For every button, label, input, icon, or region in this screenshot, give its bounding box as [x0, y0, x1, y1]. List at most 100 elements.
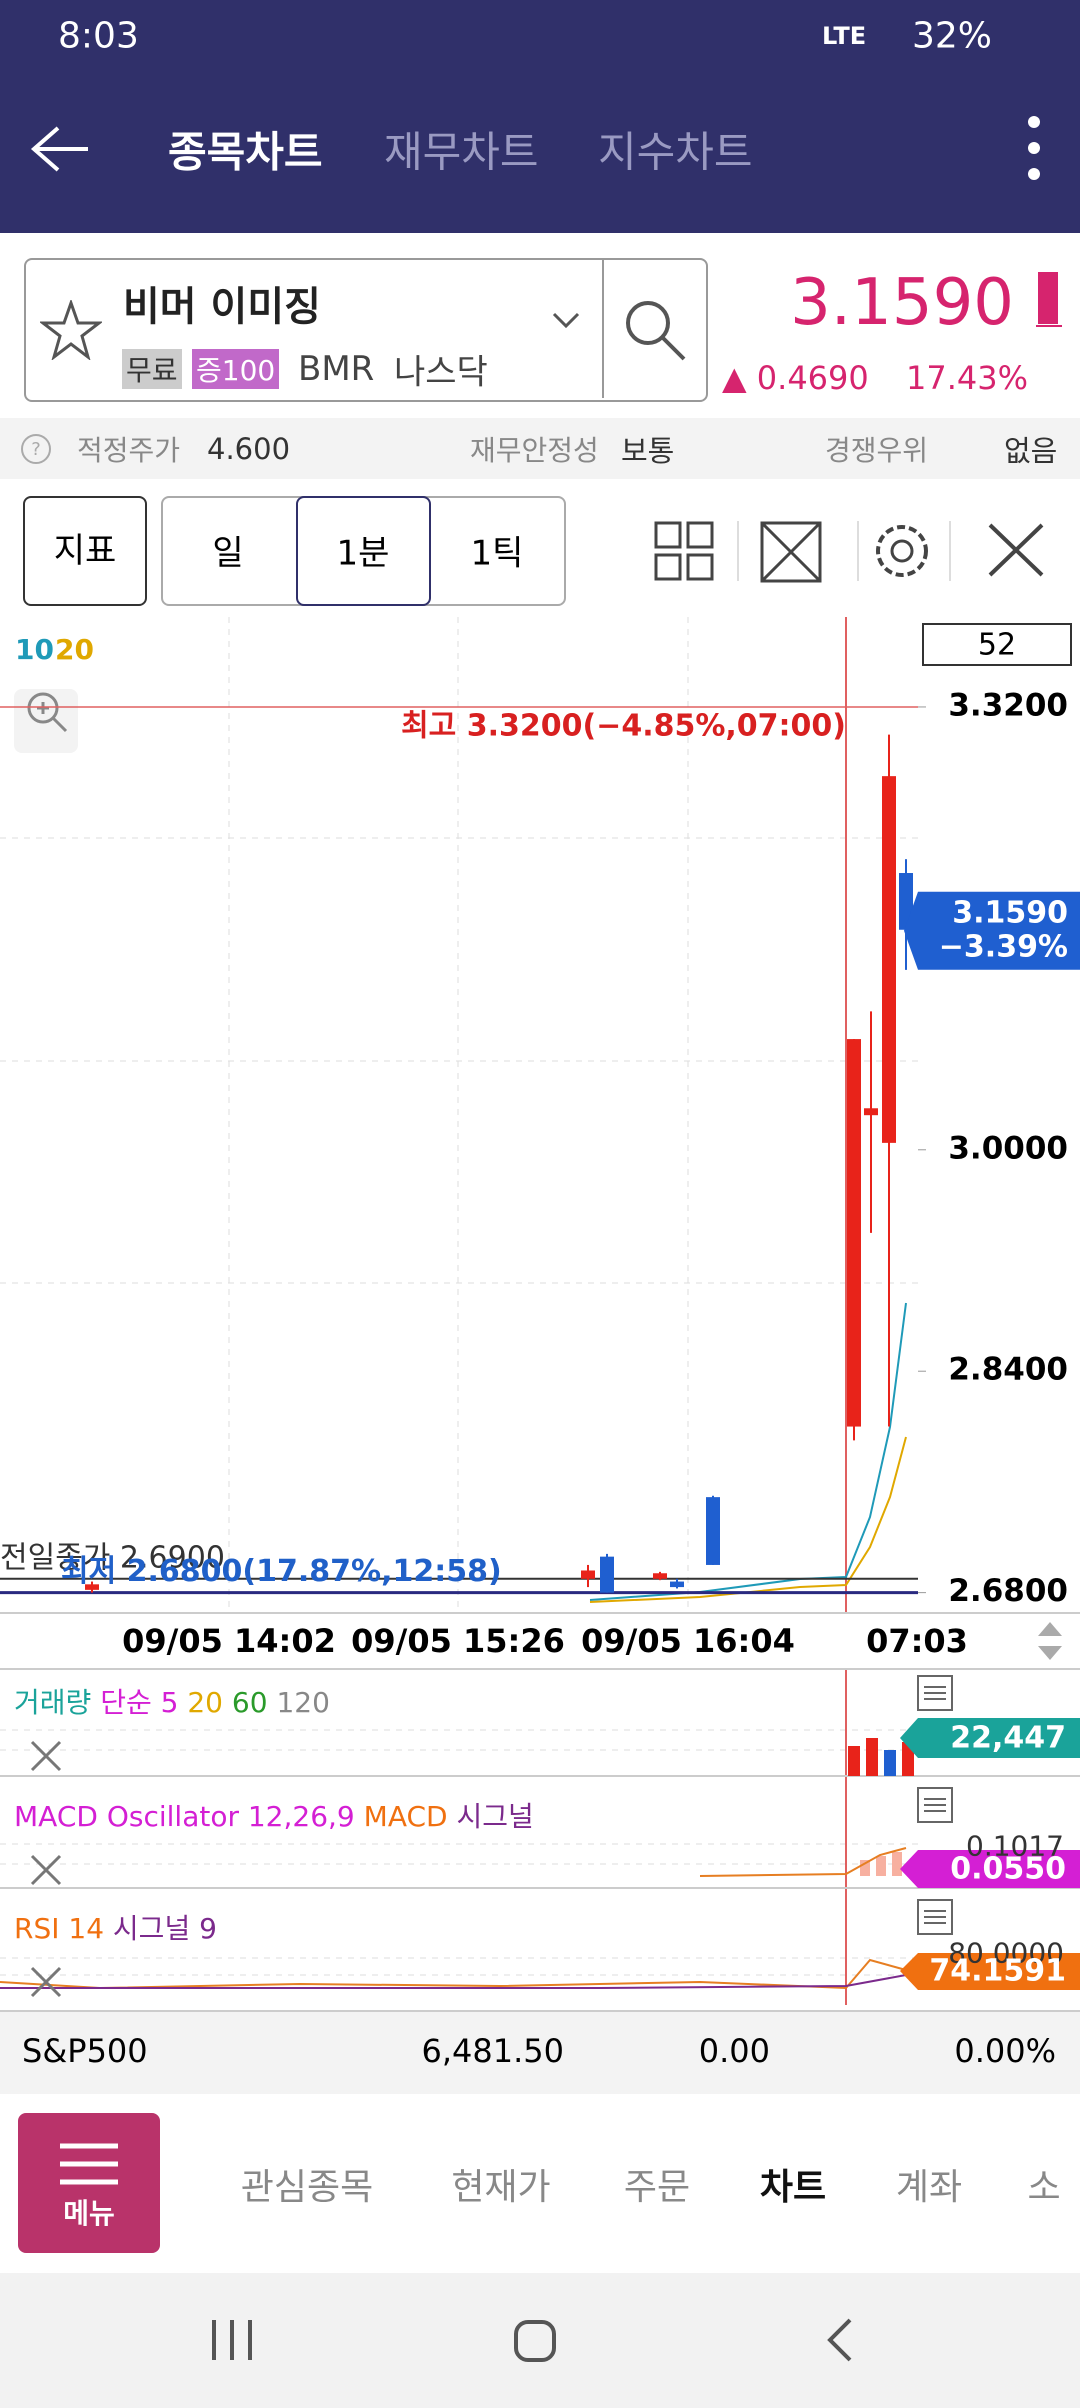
current-price: 3.1590	[952, 895, 1068, 930]
status-network: LTE	[822, 22, 867, 50]
x-label: 09/05 15:26	[351, 1622, 565, 1660]
info-label: 경쟁우위	[825, 434, 929, 467]
info-value: 없음	[1004, 434, 1058, 468]
index-change: 0.00	[698, 2032, 770, 2070]
current-price-tag	[904, 891, 1080, 970]
candle	[882, 734, 896, 1427]
count-text: 52	[978, 628, 1016, 663]
macd-decor	[699, 1847, 907, 1877]
price-indicator	[1036, 325, 1062, 327]
sub-panels	[0, 1670, 1080, 2005]
price-change: ▲ 0.4690	[722, 359, 869, 397]
home-button[interactable]	[514, 2320, 556, 2362]
badge: 무료	[122, 349, 182, 389]
x-label: 07:03	[866, 1622, 968, 1660]
tab[interactable]: 종목차트	[168, 127, 323, 177]
candle-body	[882, 776, 896, 1143]
period: 단순 5	[100, 1686, 179, 1719]
period-button[interactable]: 1틱	[470, 533, 524, 574]
divider	[602, 260, 604, 398]
info-label: 적정주가	[77, 434, 181, 467]
close-icons[interactable]	[30, 1740, 62, 1998]
candle	[653, 1571, 667, 1581]
nav-item[interactable]: 소	[1027, 2167, 1061, 2208]
candle-body	[600, 1556, 614, 1593]
panel-name: 거래량	[14, 1686, 92, 1719]
back-button[interactable]	[28, 124, 92, 174]
zoom-icon[interactable]	[14, 689, 78, 753]
candle	[600, 1553, 614, 1593]
stock-selector[interactable]	[24, 258, 708, 402]
panel-value: 74.1591	[929, 1953, 1066, 1989]
ticker: BMR	[298, 349, 375, 389]
info-value: 4.600	[207, 432, 291, 466]
recents-button[interactable]	[212, 2320, 252, 2360]
legend-item: MACD	[363, 1800, 448, 1833]
candle-body	[670, 1581, 684, 1588]
candle-body	[653, 1573, 667, 1579]
expand-icon[interactable]	[760, 521, 822, 583]
help-icon[interactable]: ?	[20, 433, 52, 465]
nav-item[interactable]: 현재가	[451, 2167, 551, 2208]
volume-bars-decor	[848, 1738, 914, 1776]
nav-item[interactable]: 차트	[759, 2167, 827, 2208]
settings-icon[interactable]	[876, 525, 928, 577]
period: 20	[187, 1686, 223, 1719]
favorite-star[interactable]	[40, 300, 102, 360]
tab[interactable]: 재무차트	[384, 127, 539, 177]
period-button[interactable]: 1분	[336, 533, 390, 574]
tab[interactable]: 지수차트	[598, 127, 753, 177]
menu-label: 메뉴	[63, 2197, 115, 2230]
system-nav	[0, 2273, 1080, 2408]
ma-line	[589, 1436, 907, 1603]
scroll-arrows[interactable]	[1036, 1620, 1064, 1662]
market: 나스닥	[394, 352, 488, 393]
x-label: 09/05 16:04	[581, 1622, 795, 1660]
nav-item[interactable]: 주문	[623, 2167, 691, 2208]
panel-title: MACD Oscillator 12,26,9 MACD 시그널	[14, 1795, 534, 1835]
period-button[interactable]: 일	[212, 533, 244, 574]
high-label: 최고 3.3200(−4.85%,07:00)	[401, 708, 846, 743]
info-row	[0, 418, 1080, 479]
legend-item: 시그널	[456, 1800, 534, 1833]
tools-icon[interactable]	[988, 523, 1044, 577]
badge: 증100	[192, 349, 280, 389]
status-time: 8:03	[58, 15, 139, 57]
candle	[847, 1039, 861, 1441]
axis-label: 80.0000	[948, 1936, 1064, 1970]
index-value: 6,481.50	[421, 2032, 565, 2070]
candle	[581, 1564, 595, 1588]
back-system-button[interactable]	[827, 2318, 852, 2362]
index-change-pct: 0.00%	[954, 2032, 1056, 2070]
period: 60	[231, 1686, 268, 1719]
panel-name: RSI 14	[14, 1912, 105, 1945]
stock-name: 비머 이미징	[123, 284, 321, 330]
candle-body	[847, 1039, 861, 1427]
price-chart: 52 10 20 3.3200 3.0000 2.8400 2.6800 최고 3.32…	[0, 617, 1080, 1612]
indicator-button[interactable]: 지표	[23, 496, 147, 606]
nav-item[interactable]: 관심종목	[240, 2167, 374, 2208]
search-button[interactable]	[620, 295, 690, 365]
nav-item[interactable]: 계좌	[895, 2167, 963, 2208]
layout-icon[interactable]	[654, 521, 714, 581]
panel-name: MACD Oscillator 12,26,9	[14, 1800, 355, 1833]
dropdown-arrow[interactable]	[550, 310, 582, 330]
y-tick-label: 2.6800	[948, 1573, 1068, 1609]
toolbar-icons	[654, 521, 1044, 583]
price-change-pct: 17.43%	[906, 359, 1029, 397]
period-selected	[296, 496, 431, 606]
divider	[0, 1668, 1080, 1670]
ma-legend: 10	[15, 633, 54, 666]
candle-body	[706, 1497, 720, 1565]
price: 3.1590	[790, 266, 1014, 340]
candle-body	[864, 1108, 878, 1116]
candle	[670, 1578, 684, 1589]
axis-label: 0.1017	[966, 1829, 1064, 1863]
index-row[interactable]	[0, 2010, 1080, 2094]
more-menu[interactable]	[1026, 112, 1042, 182]
y-tick-label: 3.3200	[948, 687, 1068, 723]
panel-value: 0.0550	[950, 1851, 1066, 1887]
y-tick-label: 2.8400	[948, 1352, 1068, 1388]
panel-menu[interactable]	[917, 1675, 953, 1935]
